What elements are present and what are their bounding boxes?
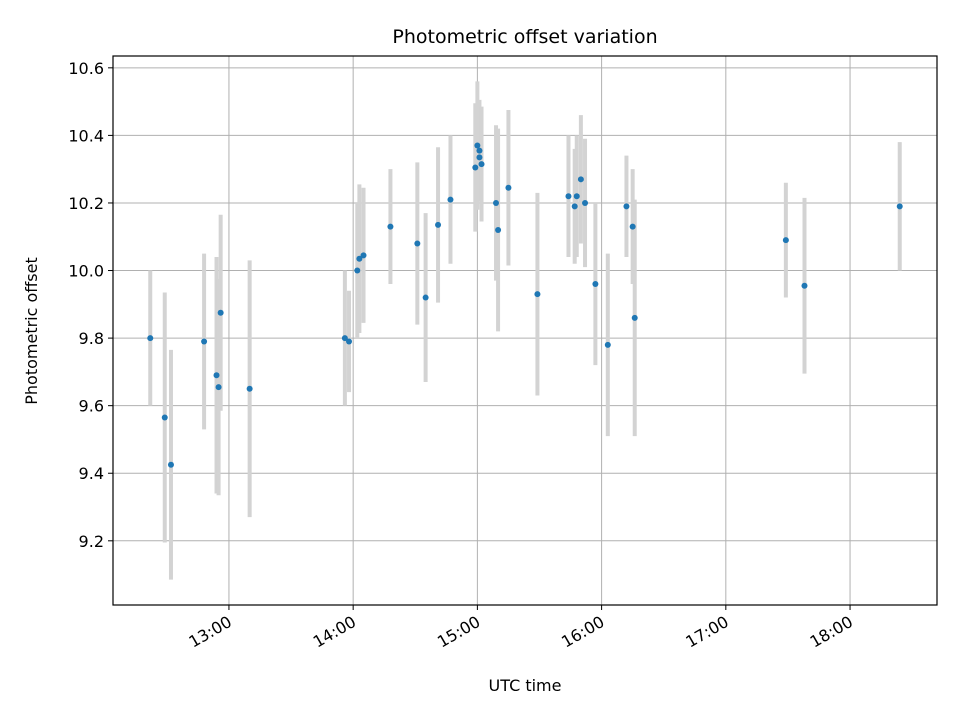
data-point bbox=[565, 193, 572, 200]
y-tick-label: 9.2 bbox=[79, 532, 104, 551]
data-point bbox=[354, 267, 361, 274]
data-point bbox=[435, 221, 442, 228]
data-point bbox=[896, 203, 903, 210]
data-point bbox=[629, 223, 636, 230]
data-point bbox=[592, 281, 599, 288]
y-tick-label: 10.0 bbox=[68, 262, 104, 281]
data-point bbox=[217, 309, 224, 316]
data-point bbox=[472, 164, 479, 171]
data-point bbox=[493, 199, 500, 206]
data-point bbox=[782, 237, 789, 244]
y-tick-label: 10.4 bbox=[68, 126, 104, 145]
data-point bbox=[478, 161, 485, 168]
data-point bbox=[346, 338, 353, 345]
data-point bbox=[631, 314, 638, 321]
data-point bbox=[201, 338, 208, 345]
data-point bbox=[246, 385, 253, 392]
data-point bbox=[414, 240, 421, 247]
data-point bbox=[341, 335, 348, 342]
data-point bbox=[623, 203, 630, 210]
data-point bbox=[213, 372, 220, 379]
data-points bbox=[147, 142, 903, 468]
data-point bbox=[387, 223, 394, 230]
y-tick-label: 9.6 bbox=[79, 397, 104, 416]
data-point bbox=[534, 291, 541, 298]
data-point bbox=[571, 203, 578, 210]
data-point bbox=[447, 196, 454, 203]
y-tick-label: 10.2 bbox=[68, 194, 104, 213]
y-tick-label: 9.8 bbox=[79, 329, 104, 348]
data-point bbox=[161, 414, 168, 421]
data-point bbox=[147, 335, 154, 342]
data-point bbox=[360, 252, 367, 259]
data-point bbox=[167, 461, 174, 468]
data-point bbox=[215, 384, 222, 391]
data-point bbox=[476, 147, 483, 154]
data-point bbox=[604, 341, 611, 348]
plot-frame bbox=[112, 55, 938, 606]
data-point bbox=[577, 176, 584, 183]
y-tick-label: 10.6 bbox=[68, 59, 104, 78]
data-point bbox=[582, 199, 589, 206]
y-axis-ticks: 9.2 9.4 9.6 9.8 10.0 10.2 10.4 10.6 bbox=[68, 59, 113, 551]
y-axis-title: Photometric offset bbox=[22, 257, 41, 405]
data-point bbox=[495, 226, 502, 233]
y-tick-label: 9.4 bbox=[79, 464, 104, 483]
x-axis-title: UTC time bbox=[489, 676, 562, 695]
data-point bbox=[476, 154, 483, 161]
data-point bbox=[474, 142, 481, 149]
data-point bbox=[356, 255, 363, 262]
data-point bbox=[801, 282, 808, 289]
data-point bbox=[505, 184, 512, 191]
chart-title: Photometric offset variation bbox=[392, 26, 657, 48]
data-point bbox=[573, 193, 580, 200]
data-point bbox=[422, 294, 429, 301]
